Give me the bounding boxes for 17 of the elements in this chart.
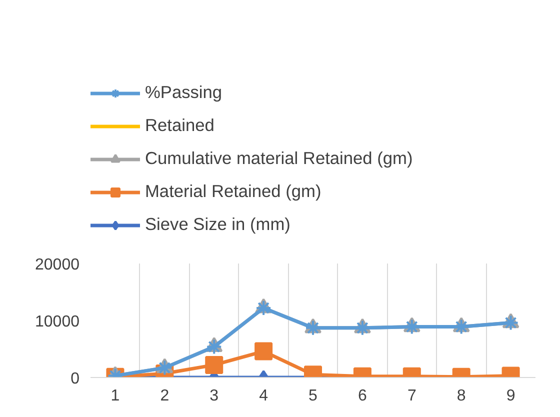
y-tick-label: 10000 [35, 314, 80, 330]
x-tick-label: 6 [358, 388, 367, 404]
x-tick-label: 8 [456, 388, 466, 404]
x-tick-label: 9 [506, 388, 516, 404]
x-tick-label: 2 [160, 388, 170, 404]
x-tick-label: 3 [210, 388, 219, 404]
legend-label: Material Retained (gm) [145, 181, 322, 202]
legend-label: Cumulative material Retained (gm) [145, 148, 413, 169]
x-tick-label: 1 [110, 388, 120, 404]
y-tick-label: 20000 [35, 256, 80, 274]
x-tick-label: 7 [407, 388, 416, 404]
x-tick-label: 5 [308, 388, 318, 404]
legend-label: Retained [145, 115, 214, 136]
legend-label: Sieve Size in (mm) [145, 214, 290, 235]
x-tick-label: 4 [259, 388, 268, 404]
legend-label: %Passing [145, 82, 222, 103]
y-tick-label: 0 [70, 370, 80, 388]
